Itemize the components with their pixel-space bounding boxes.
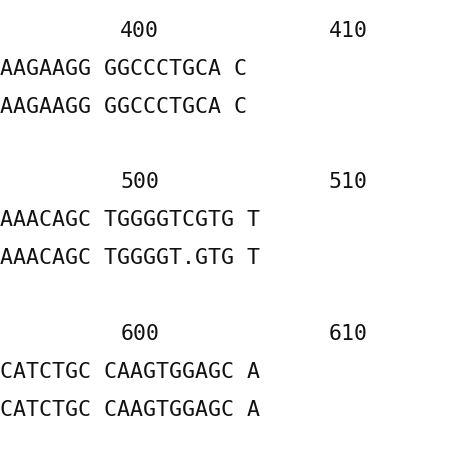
Text: 600: 600: [120, 324, 159, 344]
Text: CCAAGAAGG GGCCCTGCA C: CCAAGAAGG GGCCCTGCA C: [0, 59, 247, 79]
Text: 400: 400: [120, 21, 159, 41]
Text: GGAAACAGC TGGGGT.GTG T: GGAAACAGC TGGGGT.GTG T: [0, 248, 260, 268]
Text: CCAAGAAGG GGCCCTGCA C: CCAAGAAGG GGCCCTGCA C: [0, 97, 247, 117]
Text: 410: 410: [329, 21, 368, 41]
Text: 510: 510: [329, 173, 368, 192]
Text: GGAAACAGC TGGGGTCGTG T: GGAAACAGC TGGGGTCGTG T: [0, 210, 260, 230]
Text: 500: 500: [120, 173, 159, 192]
Text: TACATCTGC CAAGTGGAGC A: TACATCTGC CAAGTGGAGC A: [0, 362, 260, 382]
Text: TACATCTGC CAAGTGGAGC A: TACATCTGC CAAGTGGAGC A: [0, 400, 260, 420]
Text: 610: 610: [329, 324, 368, 344]
